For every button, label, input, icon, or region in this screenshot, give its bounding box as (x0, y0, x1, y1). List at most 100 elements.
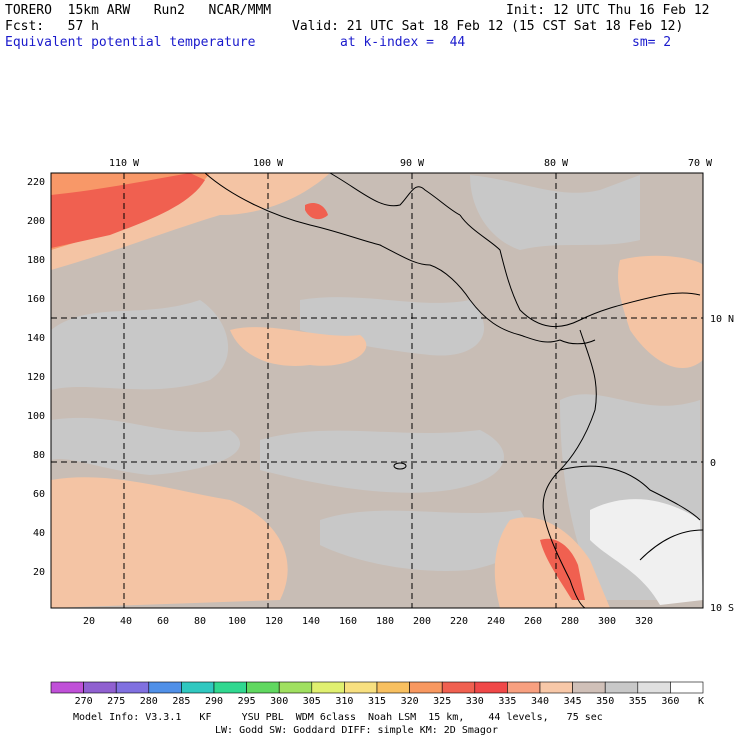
warm-region-ne (618, 255, 703, 369)
x-label: 20 (83, 616, 95, 627)
gray-patch-ocean-2 (51, 417, 241, 475)
x-label: 220 (450, 616, 468, 627)
colorbar-label: 330 (466, 696, 484, 707)
colorbar-label: 275 (107, 696, 125, 707)
level-info: at k-index = 44 (340, 35, 466, 50)
coast-sa-north (639, 292, 701, 301)
model-title: TORERO 15km ARW Run2 NCAR/MMM (5, 3, 272, 18)
colorbar-swatch (507, 681, 541, 694)
coast-yucatan (329, 172, 461, 216)
x-label: 100 (228, 616, 246, 627)
colorbar (50, 681, 704, 694)
y-label: 60 (33, 489, 45, 500)
y-label: 160 (27, 294, 45, 305)
colorbar-swatch (474, 681, 508, 694)
x-label: 260 (524, 616, 542, 627)
x-label: 160 (339, 616, 357, 627)
colorbar-label: 360 (661, 696, 679, 707)
map-field (51, 173, 703, 608)
hotter-region-nw (51, 173, 205, 248)
colorbar-label: 350 (596, 696, 614, 707)
lat-label-0: 0 (710, 458, 716, 469)
lat-label-10n: 10 N (710, 314, 734, 325)
border-peru (559, 465, 701, 521)
right-lat-labels: 10 N 0 10 S (710, 314, 734, 614)
colorbar-swatch (181, 681, 215, 694)
x-label: 180 (376, 616, 394, 627)
lon-label-110w: 110 W (109, 158, 140, 169)
hot-region-peru (540, 538, 585, 600)
y-label: 100 (27, 411, 45, 422)
colorbar-label: 300 (270, 696, 288, 707)
x-label: 140 (302, 616, 320, 627)
warm-region-mex (305, 203, 328, 220)
galapagos (393, 462, 407, 470)
x-label: 320 (635, 616, 653, 627)
colorbar-swatch (376, 681, 410, 694)
y-label: 80 (33, 450, 45, 461)
colorbar-swatch (670, 681, 704, 694)
x-label: 200 (413, 616, 431, 627)
colorbar-label: 345 (564, 696, 582, 707)
white-patch-sa (590, 499, 703, 605)
x-label: 280 (561, 616, 579, 627)
colorbar-label: 335 (498, 696, 516, 707)
colorbar-swatch (604, 681, 639, 694)
colorbar-swatch (344, 681, 378, 694)
colorbar-label: 355 (629, 696, 647, 707)
model-info-line2: LW: Godd SW: Goddard DIFF: simple KM: 2D… (215, 725, 498, 736)
coast-sa-west (542, 329, 597, 609)
x-label: 80 (194, 616, 206, 627)
colorbar-label: 310 (335, 696, 353, 707)
field-name: Equivalent potential temperature (5, 35, 256, 50)
smoothing-info: sm= 2 (632, 35, 672, 50)
colorbar-label: 325 (433, 696, 451, 707)
colorbar-swatch (246, 681, 280, 694)
y-label: 20 (33, 567, 45, 578)
x-label: 60 (157, 616, 169, 627)
colorbar-swatch (148, 681, 182, 694)
top-lon-labels: 110 W 100 W 90 W 80 W 70 W (109, 158, 713, 169)
border-bolivia (639, 529, 704, 561)
lat-lon-grid (51, 173, 703, 608)
y-label: 40 (33, 528, 45, 539)
colorbar-label: 295 (238, 696, 256, 707)
colorbar-label: 340 (531, 696, 549, 707)
left-grid-labels: 220 200 180 160 140 120 100 80 60 40 20 (27, 177, 45, 578)
model-info-line1: Model Info: V3.3.1 KF YSU PBL WDM 6class… (73, 712, 603, 723)
gray-patch-south (320, 510, 528, 571)
x-label: 120 (265, 616, 283, 627)
y-label: 180 (27, 255, 45, 266)
gray-patch-ocean-4 (260, 430, 504, 493)
colorbar-label: 320 (401, 696, 419, 707)
colorbar-swatch (637, 681, 671, 694)
lon-label-100w: 100 W (253, 158, 284, 169)
coastlines (204, 172, 704, 609)
colorbar-label: 315 (368, 696, 386, 707)
colorbar-swatch (539, 681, 573, 694)
colorbar-swatch (83, 681, 117, 694)
y-label: 140 (27, 333, 45, 344)
valid-time: Valid: 21 UTC Sat 18 Feb 12 (15 CST Sat … (292, 19, 684, 34)
colorbar-label: 285 (172, 696, 190, 707)
bottom-grid-labels: 20 40 60 80 100 120 140 160 180 200 220 … (83, 616, 653, 627)
x-label: 40 (120, 616, 132, 627)
y-label: 200 (27, 216, 45, 227)
colorbar-swatch (311, 681, 345, 694)
colorbar-labels: 270 275 280 285 290 295 300 305 310 315 320 325 330 3… (75, 696, 680, 707)
y-label: 120 (27, 372, 45, 383)
colorbar-swatch (441, 681, 476, 694)
warm-region-central (230, 327, 367, 366)
colorbar-label: 290 (205, 696, 223, 707)
lat-label-10s: 10 S (710, 603, 734, 614)
colorbar-label: 305 (303, 696, 321, 707)
lon-label-70w: 70 W (688, 158, 713, 169)
map-frame (50, 172, 704, 609)
x-label: 300 (598, 616, 616, 627)
colorbar-unit: K (698, 696, 704, 707)
gray-patch-carib (470, 175, 640, 250)
gray-patch-ocean (51, 300, 229, 390)
colorbar-label: 280 (140, 696, 158, 707)
colorbar-swatch (50, 681, 84, 694)
